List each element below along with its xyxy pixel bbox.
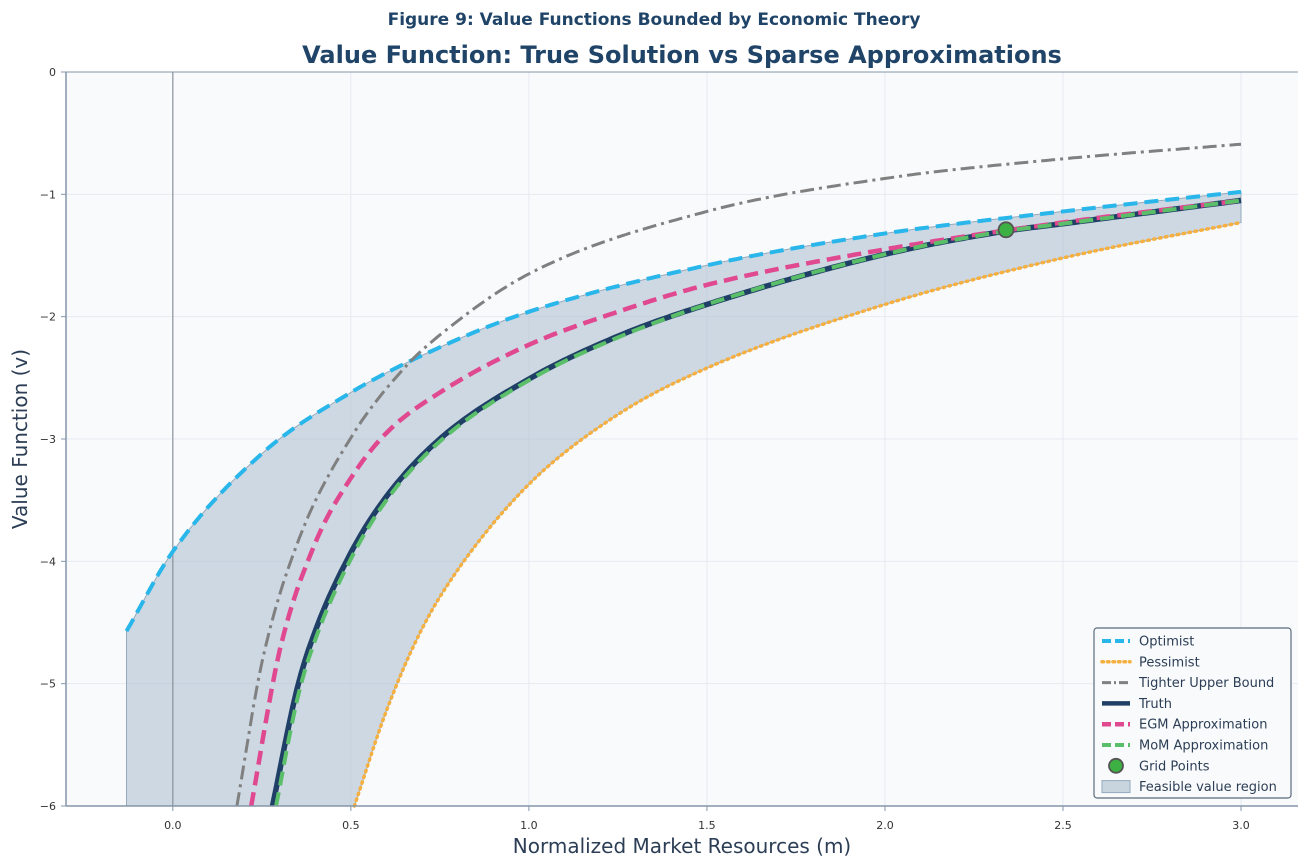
x-tick-label: 0.5 [342, 819, 360, 832]
x-tick-label: 1.5 [698, 819, 716, 832]
y-tick-label: −4 [40, 555, 56, 568]
legend-label-tighter-upper-bound: Tighter Upper Bound [1138, 676, 1274, 691]
legend-box [1093, 627, 1292, 799]
y-tick-label: −3 [40, 433, 56, 446]
x-tick-label: 3.0 [1232, 819, 1250, 832]
series-line-mom [274, 198, 1242, 807]
legend-label-feasible-region: Feasible value region [1139, 780, 1277, 795]
series-line-tighter-upper-bound [235, 142, 1242, 807]
x-tick-label: 2.5 [1054, 819, 1072, 832]
legend-label-egm: EGM Approximation [1139, 718, 1267, 733]
legend-swatch-grid-points [1108, 757, 1124, 774]
y-tick-label: −5 [40, 678, 56, 691]
series-lines-layer [124, 72, 1243, 808]
y-tick-label: 0 [49, 66, 56, 79]
x-tick-label: 2.0 [876, 819, 894, 832]
legend-label-mom: MoM Approximation [1139, 739, 1268, 754]
legend: Optimist Pessimist Tighter Upper Bound Trut… [1093, 627, 1292, 799]
x-axis-label: Normalized Market Resources (m) [513, 834, 851, 858]
x-tick-label: 1.0 [520, 819, 538, 832]
figure-suptitle: Figure 9: Value Functions Bounded by Eco… [388, 10, 921, 30]
legend-swatch-feasible-region [1101, 780, 1131, 794]
legend-label-optimist: Optimist [1139, 635, 1194, 650]
series-line-pessimist [352, 220, 1243, 808]
legend-label-pessimist: Pessimist [1139, 655, 1200, 670]
grid-point [997, 221, 1015, 239]
legend-label-grid-points: Grid Points [1139, 759, 1210, 774]
y-axis-label: Value Function (v) [8, 349, 32, 529]
legend-label-truth: Truth [1138, 697, 1172, 712]
chart-title: Value Function: True Solution vs Sparse … [302, 41, 1062, 69]
series-line-egm [248, 198, 1242, 807]
y-tick-label: −6 [40, 800, 56, 813]
tick-labels: 0.0 0.5 1.0 1.5 2.0 2.5 3.0 0 −1 −2 −3 −4 −5 −6 [40, 66, 1250, 832]
y-tick-label: −1 [40, 188, 56, 201]
y-tick-label: −2 [40, 311, 56, 324]
x-tick-label: 0.0 [164, 819, 182, 832]
grid-points-layer [997, 221, 1015, 239]
